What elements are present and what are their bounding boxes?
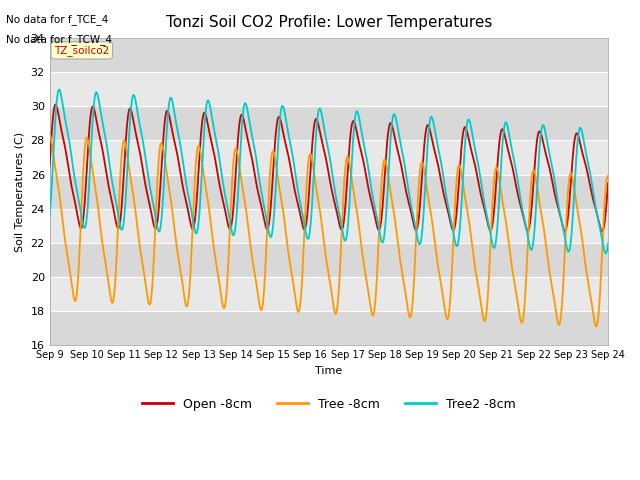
Bar <box>50 141 608 175</box>
Text: No data for f_TCW_4: No data for f_TCW_4 <box>6 34 113 45</box>
Bar <box>50 38 608 72</box>
Y-axis label: Soil Temperatures (C): Soil Temperatures (C) <box>15 132 25 252</box>
Legend: Open -8cm, Tree -8cm, Tree2 -8cm: Open -8cm, Tree -8cm, Tree2 -8cm <box>137 393 521 416</box>
Bar <box>50 277 608 311</box>
Bar <box>50 72 608 107</box>
Bar <box>50 311 608 345</box>
Title: Tonzi Soil CO2 Profile: Lower Temperatures: Tonzi Soil CO2 Profile: Lower Temperatur… <box>166 15 492 30</box>
Text: TZ_soilco2: TZ_soilco2 <box>54 45 109 56</box>
Bar <box>50 175 608 209</box>
Bar <box>50 243 608 277</box>
Bar <box>50 107 608 141</box>
Bar <box>50 209 608 243</box>
X-axis label: Time: Time <box>316 366 342 376</box>
Text: No data for f_TCE_4: No data for f_TCE_4 <box>6 14 109 25</box>
